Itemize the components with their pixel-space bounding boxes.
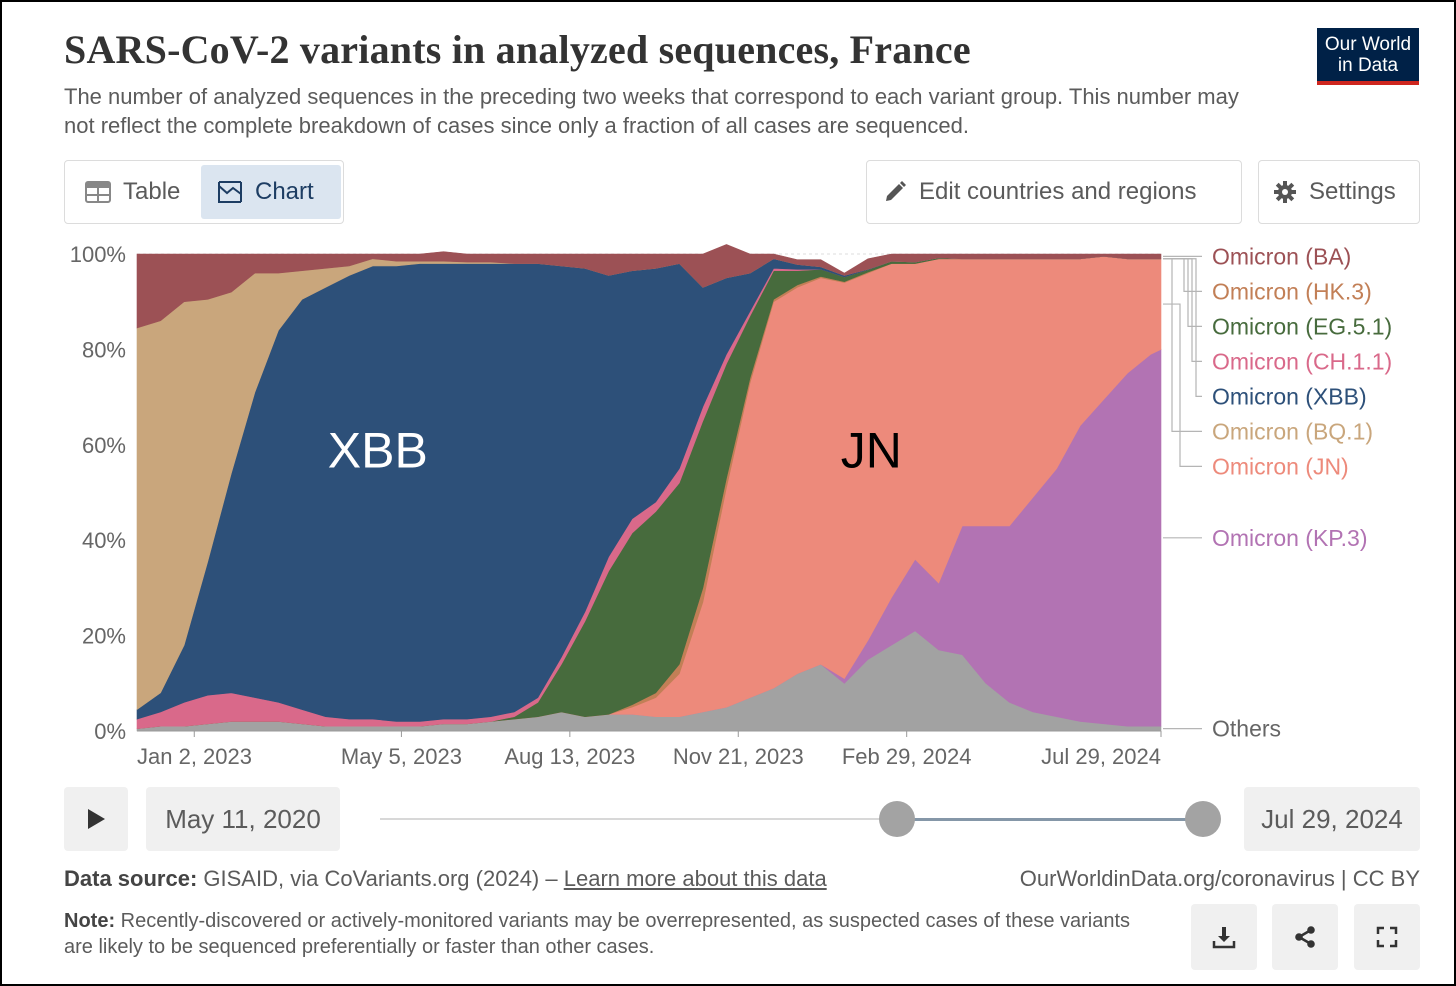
legend-label: Omicron (JN)	[1212, 453, 1349, 479]
legend-label: Omicron (BQ.1)	[1212, 418, 1373, 444]
area-omicron-ba	[136, 244, 1162, 329]
chart-title: SARS-CoV-2 variants in analyzed sequence…	[64, 27, 971, 72]
x-tick-label: Aug 13, 2023	[504, 744, 635, 769]
learn-more-link[interactable]: Learn more about this data	[563, 866, 827, 891]
x-tick-label: May 5, 2023	[341, 744, 462, 769]
share-icon	[1295, 926, 1315, 948]
legend-label: Omicron (XBB)	[1212, 383, 1367, 409]
legend-label: Others	[1212, 716, 1281, 742]
timeline-end-date[interactable]: Jul 29, 2024	[1244, 787, 1420, 851]
tab-chart-label: Chart	[255, 178, 314, 205]
edit-countries-label: Edit countries and regions	[919, 178, 1197, 205]
chart-subtitle: The number of analyzed sequences in the …	[64, 84, 1239, 138]
area-layer	[136, 244, 1162, 732]
timeline-selected-range	[897, 818, 1203, 821]
legend-label: Omicron (HK.3)	[1212, 278, 1372, 304]
table-icon	[85, 181, 111, 203]
annotation-layer: XBB JN	[328, 423, 902, 479]
tab-table[interactable]: Table	[69, 165, 203, 219]
legend-label: Omicron (CH.1.1)	[1212, 348, 1392, 374]
fullscreen-button[interactable]	[1354, 904, 1420, 970]
tab-table-label: Table	[123, 178, 181, 205]
settings-button[interactable]: Settings	[1258, 160, 1420, 224]
fullscreen-icon	[1376, 926, 1398, 948]
y-tick-label: 0%	[94, 719, 126, 744]
annotation-label: JN	[841, 423, 902, 479]
y-tick-label: 40%	[82, 528, 126, 553]
legend-connector	[1163, 258, 1202, 432]
y-tick-label: 100%	[70, 242, 126, 267]
download-icon	[1212, 927, 1236, 949]
tab-chart[interactable]: Chart	[201, 165, 341, 219]
logo-line-1: Our World	[1324, 34, 1412, 55]
legend-connector	[1163, 258, 1202, 397]
stacked-area-chart: 0% 20% 40% 60% 80% 100% Jan 2, 2023 May 5, 2023…	[70, 242, 1393, 769]
x-tick-label: Jul 29, 2024	[1041, 744, 1161, 769]
timeline-track[interactable]	[380, 818, 1184, 820]
data-source: Data source: GISAID, via CoVariants.org …	[64, 866, 827, 892]
play-icon	[88, 809, 105, 829]
gear-icon	[1274, 181, 1296, 203]
play-button[interactable]	[64, 787, 128, 851]
axis-layer: 0% 20% 40% 60% 80% 100% Jan 2, 2023 May 5, 2023…	[70, 242, 1162, 769]
y-tick-label: 60%	[82, 433, 126, 458]
legend-label: Omicron (EG.5.1)	[1212, 313, 1392, 339]
legend-label: Omicron (BA)	[1212, 243, 1351, 269]
download-button[interactable]	[1191, 904, 1257, 970]
pencil-icon	[886, 181, 906, 201]
timeline-end-handle[interactable]	[1185, 801, 1221, 837]
timeline-start-date[interactable]: May 11, 2020	[146, 787, 340, 851]
note-text: Recently-discovered or actively-monitore…	[64, 910, 1131, 958]
annotation-label: XBB	[328, 423, 428, 479]
edit-countries-button[interactable]: Edit countries and regions	[866, 160, 1242, 224]
legend-layer: Others Omicron (KP.3) Omicron (JN) Omicron …	[1163, 243, 1392, 742]
x-tick-label: Nov 21, 2023	[673, 744, 804, 769]
share-button[interactable]	[1272, 904, 1338, 970]
x-tick-label: Feb 29, 2024	[842, 744, 972, 769]
y-tick-label: 80%	[82, 337, 126, 362]
note-label: Note:	[64, 910, 116, 932]
y-tick-label: 20%	[82, 624, 126, 649]
source-text: GISAID, via CoVariants.org (2024) –	[203, 866, 558, 891]
license-text[interactable]: OurWorldinData.org/coronavirus | CC BY	[1019, 866, 1420, 891]
source-label: Data source:	[64, 866, 198, 891]
chart-icon	[218, 181, 242, 203]
settings-label: Settings	[1309, 178, 1396, 205]
owid-logo[interactable]: Our World in Data	[1317, 28, 1419, 85]
view-tabs: Table Chart	[64, 160, 344, 224]
note: Note: Recently-discovered or actively-mo…	[64, 908, 1144, 960]
logo-line-2: in Data	[1337, 55, 1399, 76]
timeline-start-handle[interactable]	[879, 801, 915, 837]
x-tick-label: Jan 2, 2023	[137, 744, 252, 769]
legend-label: Omicron (KP.3)	[1212, 525, 1368, 551]
